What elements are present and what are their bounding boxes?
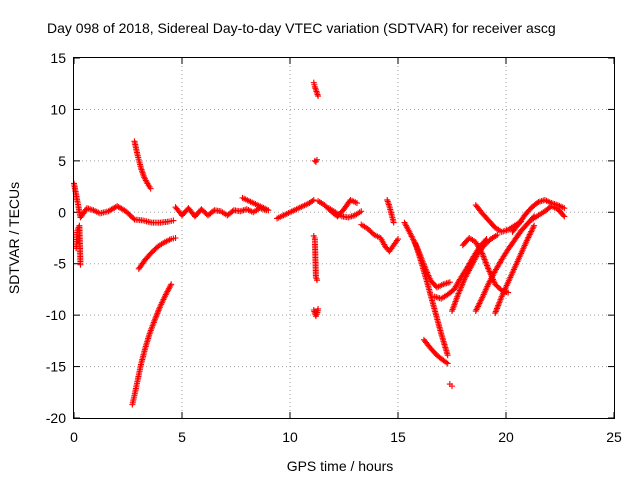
data-point <box>395 236 401 243</box>
series-track-z <box>492 222 538 317</box>
axis-ticks <box>73 57 615 419</box>
data-point <box>130 215 137 222</box>
data-point <box>505 289 512 296</box>
plot-frame <box>73 57 615 419</box>
x-tick-labels: 0 5 10 15 20 25 <box>70 429 622 445</box>
chart-title: Day 098 of 2018, Sidereal Day-to-day VTE… <box>47 20 556 36</box>
data-point <box>449 383 455 390</box>
data-point <box>560 212 567 219</box>
series-track-c <box>131 138 154 192</box>
data-point <box>170 217 177 224</box>
data-point <box>353 200 360 207</box>
data-point <box>310 196 317 203</box>
data-point <box>561 205 568 212</box>
x-tick-label: 20 <box>498 429 514 445</box>
data-point <box>147 185 154 192</box>
data-point <box>314 277 320 284</box>
data-point <box>265 207 272 214</box>
y-tick-label: 0 <box>58 204 66 220</box>
series-track-aa <box>509 196 568 235</box>
x-tick-label: 0 <box>70 429 78 445</box>
data-point <box>309 197 316 204</box>
series-track-w <box>459 235 512 296</box>
x-axis-label: GPS time / hours <box>287 458 394 474</box>
y-tick-label: -10 <box>46 307 66 323</box>
y-tick-label: 10 <box>50 101 66 117</box>
data-point <box>315 93 322 100</box>
series-track-t <box>431 236 490 302</box>
series-track-i <box>310 79 322 100</box>
y-tick-label: 15 <box>50 50 66 66</box>
data-point <box>172 235 179 241</box>
series-track-ab <box>528 203 568 223</box>
series-track-e <box>129 281 175 408</box>
x-tick-label: 15 <box>390 429 406 445</box>
series-track-y <box>472 213 538 315</box>
data-point <box>168 281 175 288</box>
data-point <box>315 305 322 312</box>
data-point <box>77 261 84 268</box>
series-track-d <box>135 235 179 272</box>
y-axis-label: SDTVAR / TECUs <box>6 182 22 294</box>
y-tick-label: -20 <box>46 410 66 426</box>
series-track-o <box>358 221 401 255</box>
data-point <box>531 222 538 229</box>
data-markers <box>71 79 568 408</box>
y-tick-label: 5 <box>58 153 66 169</box>
series-track-u <box>446 381 455 390</box>
y-tick-labels: 15 10 5 0 -5 -10 -15 -20 <box>46 50 66 426</box>
y-tick-label: -5 <box>54 256 67 272</box>
series-track-f <box>172 204 270 220</box>
data-point <box>358 208 365 215</box>
y-tick-label: -15 <box>46 359 66 375</box>
series-track-j <box>311 156 320 165</box>
data-point <box>314 156 320 163</box>
x-tick-label: 25 <box>606 429 622 445</box>
series-track-p <box>384 196 397 226</box>
data-point <box>446 279 453 286</box>
series-track-l <box>310 305 322 320</box>
x-tick-label: 10 <box>282 429 298 445</box>
series-track-a <box>71 180 177 226</box>
data-point <box>443 359 450 366</box>
data-point <box>561 213 568 220</box>
series-track-h <box>274 196 317 222</box>
series-track-r <box>420 336 451 367</box>
data-point <box>494 231 501 238</box>
x-tick-label: 5 <box>178 429 186 445</box>
series-track-g <box>239 194 272 214</box>
data-point <box>478 249 485 256</box>
data-point <box>444 360 451 367</box>
data-point <box>444 352 451 359</box>
series-track-n <box>325 205 365 221</box>
data-point <box>390 219 397 226</box>
grid-lines <box>74 58 614 418</box>
series-track-b <box>73 222 84 268</box>
series-track-s <box>412 240 451 359</box>
series-track-k <box>310 232 320 284</box>
